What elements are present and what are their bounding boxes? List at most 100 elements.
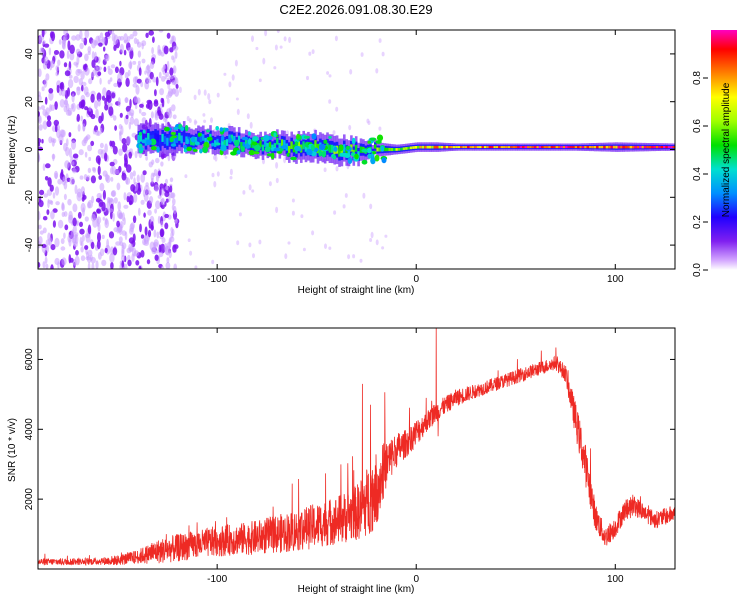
noise-speckle: [38, 224, 42, 230]
noise-speckle: [55, 201, 60, 206]
noise-speckle: [302, 247, 306, 252]
noise-speckle: [55, 71, 59, 77]
ridge-blob: [311, 133, 317, 140]
noise-speckle: [128, 151, 132, 159]
noise-speckle: [166, 60, 170, 71]
noise-speckle: [174, 50, 178, 59]
ridge-core: [343, 144, 346, 152]
ridge-blob: [340, 152, 348, 157]
noise-speckle: [84, 53, 89, 62]
noise-speckle: [106, 238, 109, 249]
ridge-blob: [156, 146, 160, 153]
ridge-core: [393, 148, 396, 151]
noise-speckle: [144, 226, 148, 236]
noise-speckle: [102, 189, 106, 200]
ridge-blob: [202, 146, 208, 153]
ridge-core: [345, 148, 348, 157]
noise-speckle: [214, 155, 218, 162]
noise-speckle: [87, 201, 91, 209]
noise-speckle: [42, 40, 46, 45]
noise-speckle: [132, 83, 138, 88]
ridge-blob: [206, 129, 210, 133]
noise-speckle: [160, 75, 166, 82]
ridge-blob: [186, 146, 193, 152]
noise-speckle: [53, 119, 59, 126]
ridge-core: [624, 145, 628, 149]
ridge-core: [543, 146, 547, 149]
noise-speckle: [335, 166, 339, 172]
noise-speckle: [146, 64, 150, 71]
noise-speckle: [108, 231, 115, 239]
noise-speckle: [61, 39, 66, 49]
noise-speckle: [101, 234, 105, 240]
noise-speckle: [161, 153, 167, 158]
x-tick-label: 0: [413, 574, 419, 585]
ridge-core: [197, 134, 200, 141]
noise-speckle: [154, 254, 159, 261]
noise-speckle: [136, 174, 140, 183]
noise-speckle: [127, 47, 133, 52]
noise-speckle: [168, 239, 172, 249]
noise-speckle: [144, 184, 150, 194]
noise-speckle: [41, 30, 45, 38]
noise-speckle: [95, 197, 101, 203]
ridge-core: [386, 147, 389, 152]
ridge-core: [660, 146, 664, 149]
noise-speckle: [125, 114, 129, 120]
noise-speckle: [74, 184, 78, 195]
noise-speckle: [140, 81, 144, 88]
noise-speckle: [69, 176, 75, 185]
noise-speckle: [231, 74, 235, 81]
noise-speckle: [122, 143, 128, 153]
ridge-blob: [354, 153, 359, 160]
noise-speckle: [251, 35, 254, 42]
noise-speckle: [96, 208, 100, 214]
spectrogram-ticks: -100 0 100 -40 -20 0 20 40: [24, 30, 675, 285]
ridge-core: [347, 149, 351, 157]
spectrogram-heatmap: [38, 30, 675, 269]
noise-speckle: [242, 190, 246, 195]
snr-series-line: [38, 328, 675, 566]
noise-speckle: [171, 80, 177, 86]
ridge-core: [424, 145, 427, 149]
ridge-blob: [266, 153, 272, 157]
noise-speckle: [127, 111, 132, 116]
noise-speckle: [117, 201, 121, 211]
noise-speckle: [114, 66, 119, 74]
noise-speckle: [207, 93, 211, 100]
noise-speckle: [42, 261, 46, 269]
noise-speckle: [107, 68, 113, 75]
ridge-core: [199, 135, 203, 142]
noise-speckle: [131, 112, 134, 119]
noise-speckle: [172, 198, 176, 206]
noise-speckle: [334, 35, 338, 42]
noise-speckle: [83, 64, 87, 71]
noise-speckle: [80, 202, 86, 213]
noise-speckle: [39, 230, 44, 235]
ridge-core: [620, 145, 623, 149]
ridge-core: [483, 146, 487, 149]
noise-speckle: [84, 216, 89, 222]
noise-speckle: [54, 124, 58, 133]
noise-speckle: [138, 108, 142, 114]
noise-speckle: [119, 60, 122, 67]
ridge-core: [290, 141, 293, 149]
noise-speckle: [118, 148, 123, 156]
noise-speckle: [110, 261, 114, 269]
ridge-core: [600, 145, 604, 149]
noise-speckle: [110, 64, 116, 69]
ridge-core: [300, 144, 303, 153]
ridge-core: [419, 145, 422, 149]
noise-speckle: [40, 105, 46, 110]
noise-speckle: [248, 242, 252, 248]
noise-speckle: [211, 172, 215, 178]
noise-speckle: [311, 230, 315, 236]
spectrogram-y-axis-label: Frequency (Hz): [7, 116, 18, 185]
ridge-blob: [376, 134, 384, 142]
ridge-blob: [173, 126, 179, 130]
ridge-core: [178, 132, 181, 141]
noise-speckle: [162, 64, 167, 70]
noise-speckle: [75, 250, 79, 256]
noise-speckle: [135, 260, 140, 266]
